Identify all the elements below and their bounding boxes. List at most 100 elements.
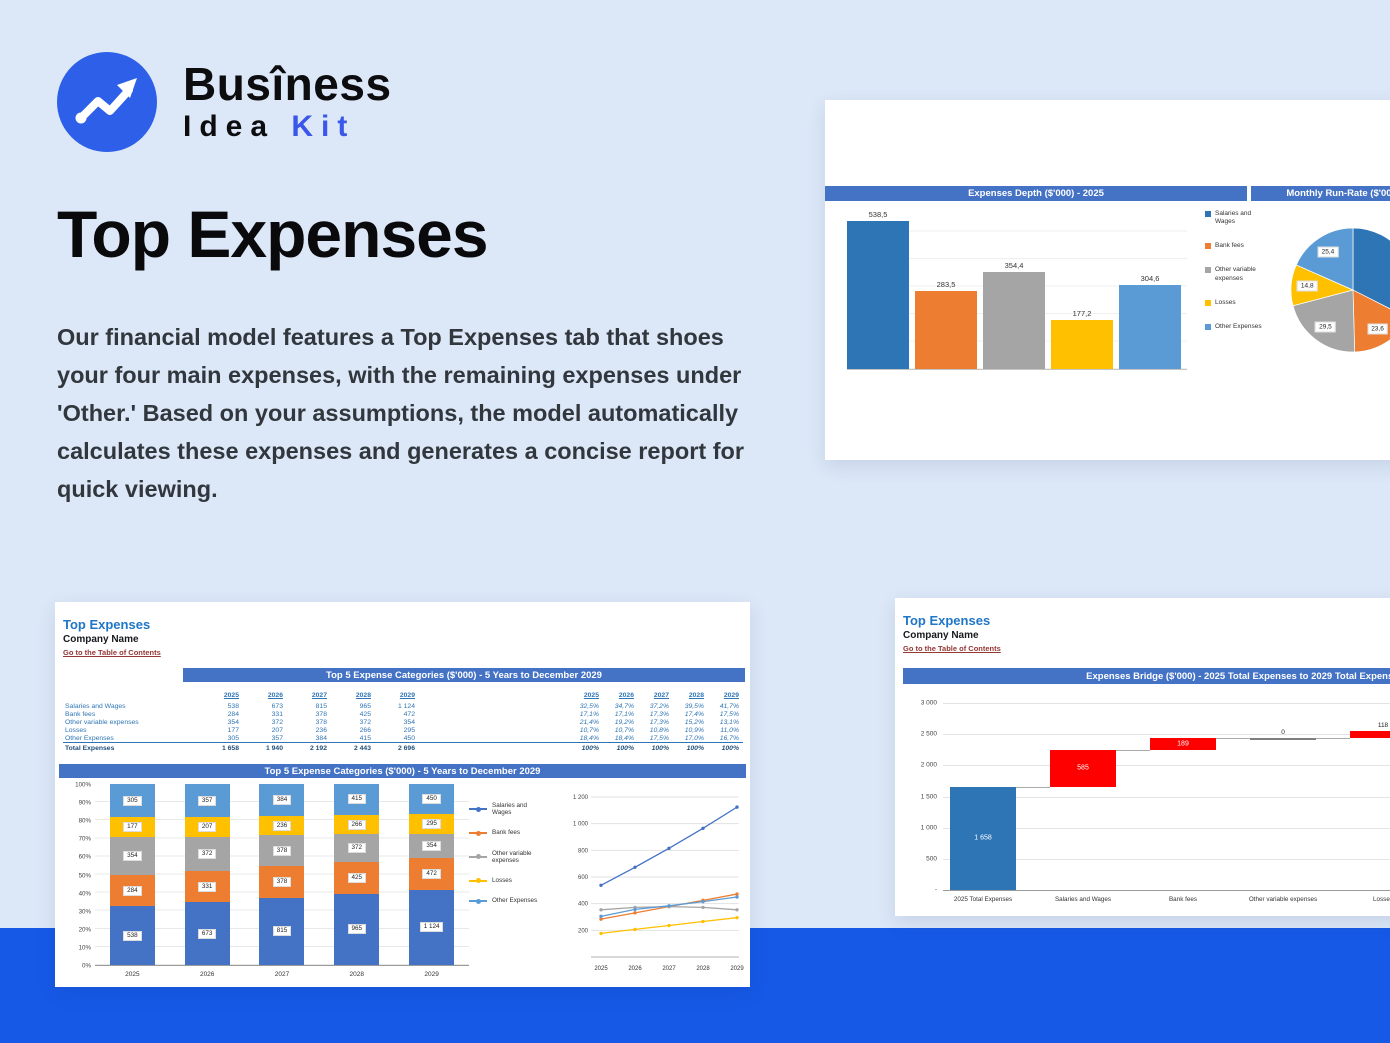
legend-marker-icon: [476, 878, 481, 884]
pct-cell: 17,4%: [684, 710, 704, 718]
bar-value-label: 189: [1177, 740, 1189, 748]
legend-item: Other Expenses: [469, 897, 547, 904]
stacked-segment: 207: [184, 817, 230, 837]
legend-label: Losses: [492, 877, 512, 885]
stacked-segment: 1 124: [409, 889, 455, 965]
pct-cell: 100%: [686, 744, 704, 752]
x-axis-label: Salaries and Wages: [1054, 896, 1112, 903]
stacked-segment: 372: [334, 834, 380, 863]
pct-cell: 34,7%: [614, 702, 634, 710]
legend-line-icon: [469, 854, 487, 860]
pct-cell: 17,1%: [579, 710, 599, 718]
pct-cell: 10,7%: [614, 726, 634, 734]
connector-line: [1216, 738, 1250, 740]
stacked-bar-chart: 538 284 354 177 305 673 331 372 207 357 815 378 378 2…: [95, 784, 469, 966]
data-point-marker: [667, 923, 671, 928]
segment-value-label: 357: [197, 795, 217, 806]
bar: [847, 221, 909, 369]
data-point-marker: [599, 883, 603, 887]
segment-value-label: 305: [123, 795, 142, 806]
value-cell: 354: [403, 718, 415, 726]
bar-value-label: 283,5: [936, 280, 956, 289]
year-header: 2025: [223, 691, 239, 699]
y-axis-label: 200: [578, 928, 589, 934]
expenses-bridge-card: Top Expenses Company Name Go to the Tabl…: [895, 598, 1390, 916]
y-axis-label: 500: [926, 855, 937, 863]
table-of-contents-link[interactable]: Go to the Table of Contents: [903, 644, 1001, 653]
stacked-segment: 378: [259, 866, 305, 898]
brand-idea: Idea: [183, 110, 276, 144]
y-axis-label: 10%: [78, 944, 91, 952]
stacked-segment: 965: [334, 893, 380, 965]
value-cell: 538: [227, 702, 239, 710]
pie-data-label: 23,6: [1367, 323, 1388, 335]
value-cell: 236: [315, 726, 327, 734]
value-cell: 425: [359, 710, 371, 718]
x-axis-label: Bank fees: [1168, 896, 1197, 903]
bar-value-label: 1 658: [974, 834, 992, 842]
bar-value-label: 304,6: [1140, 274, 1160, 283]
pie-slice: [1352, 227, 1390, 310]
pct-cell: 37,2%: [649, 702, 669, 710]
stacked-segment: 415: [334, 784, 380, 815]
x-axis-label: 2026: [199, 971, 215, 978]
waterfall-bar: 585: [1050, 750, 1116, 787]
legend-swatch-icon: [1205, 267, 1211, 274]
value-cell: 450: [403, 734, 415, 742]
stacked-chart-x-axis: 2025 2026 2027 2028 2029: [95, 971, 469, 978]
legend-item: Salaries and Wages: [1205, 210, 1265, 226]
legend-item: Bank fees: [469, 829, 547, 836]
value-cell: 295: [403, 726, 415, 734]
legend-label: Salaries and Wages: [1215, 210, 1252, 226]
value-cell: 1 658: [221, 744, 239, 752]
legend-swatch-icon: [1205, 211, 1211, 217]
legend-line-icon: [469, 806, 487, 812]
year-header: 2028: [688, 691, 704, 699]
data-point-marker: [735, 908, 739, 912]
pct-cell: 11,0%: [720, 726, 739, 734]
legend-label: Bank fees: [1215, 242, 1244, 250]
sheet-title: Top Expenses: [903, 613, 991, 628]
y-axis-label: 2 000: [920, 761, 937, 769]
pct-cell: 15,2%: [684, 718, 704, 726]
pct-cell: 16,7%: [719, 734, 739, 742]
expense-row: Losses 177 207 236 266 295 10,7% 10,7% 10,8% 10,9…: [63, 726, 743, 734]
data-point-marker: [735, 892, 739, 896]
table-of-contents-link[interactable]: Go to the Table of Contents: [63, 648, 161, 657]
page-description: Our financial model features a Top Expen…: [57, 324, 745, 503]
pct-cell: 100%: [616, 744, 634, 752]
expense-chart-title: Top 5 Expense Categories ($'000) - 5 Yea…: [59, 764, 746, 778]
connector-line: [1016, 786, 1050, 788]
y-axis-label: 1 000: [920, 824, 937, 832]
connector-line: [1316, 738, 1350, 740]
legend-marker-icon: [476, 830, 481, 836]
segment-value-label: 472: [422, 868, 441, 879]
y-axis-label: 400: [578, 902, 589, 908]
year-header: 2029: [399, 691, 415, 699]
gridline: [943, 827, 1390, 829]
legend-label: Other Expenses: [492, 897, 538, 905]
stacked-segment: 354: [409, 834, 455, 858]
pie-chart-title: Monthly Run-Rate ($'000) - 2025: [1251, 186, 1390, 201]
bar-chart-title: Expenses Depth ($'000) - 2025: [825, 186, 1247, 201]
value-cell: 354: [227, 718, 239, 726]
segment-value-label: 236: [272, 820, 292, 831]
expenses-depth-screenshot-card: Expenses Depth ($'000) - 2025 Monthly Ru…: [825, 100, 1390, 460]
data-point-marker: [599, 914, 603, 919]
company-name: Company Name: [903, 630, 979, 641]
gridline: [943, 734, 1390, 736]
segment-value-label: 266: [347, 819, 367, 830]
stacked-bar: 673 331 372 207 357: [184, 784, 230, 965]
legend-swatch-icon: [1205, 323, 1211, 330]
pct-cell: 17,0%: [684, 734, 704, 742]
x-axis-label: 2029: [424, 971, 439, 978]
y-axis-label: 20%: [78, 926, 91, 934]
pie-data-label: 29,5: [1315, 321, 1336, 333]
data-point-marker: [701, 899, 705, 904]
brand-name: Busîness: [183, 57, 392, 110]
legend-swatch-icon: [1205, 299, 1211, 306]
gridline: [943, 796, 1390, 798]
legend-line-icon: [469, 878, 487, 884]
expense-table-title: Top 5 Expense Categories ($'000) - 5 Yea…: [183, 668, 745, 682]
y-axis-label: 30%: [78, 908, 91, 916]
